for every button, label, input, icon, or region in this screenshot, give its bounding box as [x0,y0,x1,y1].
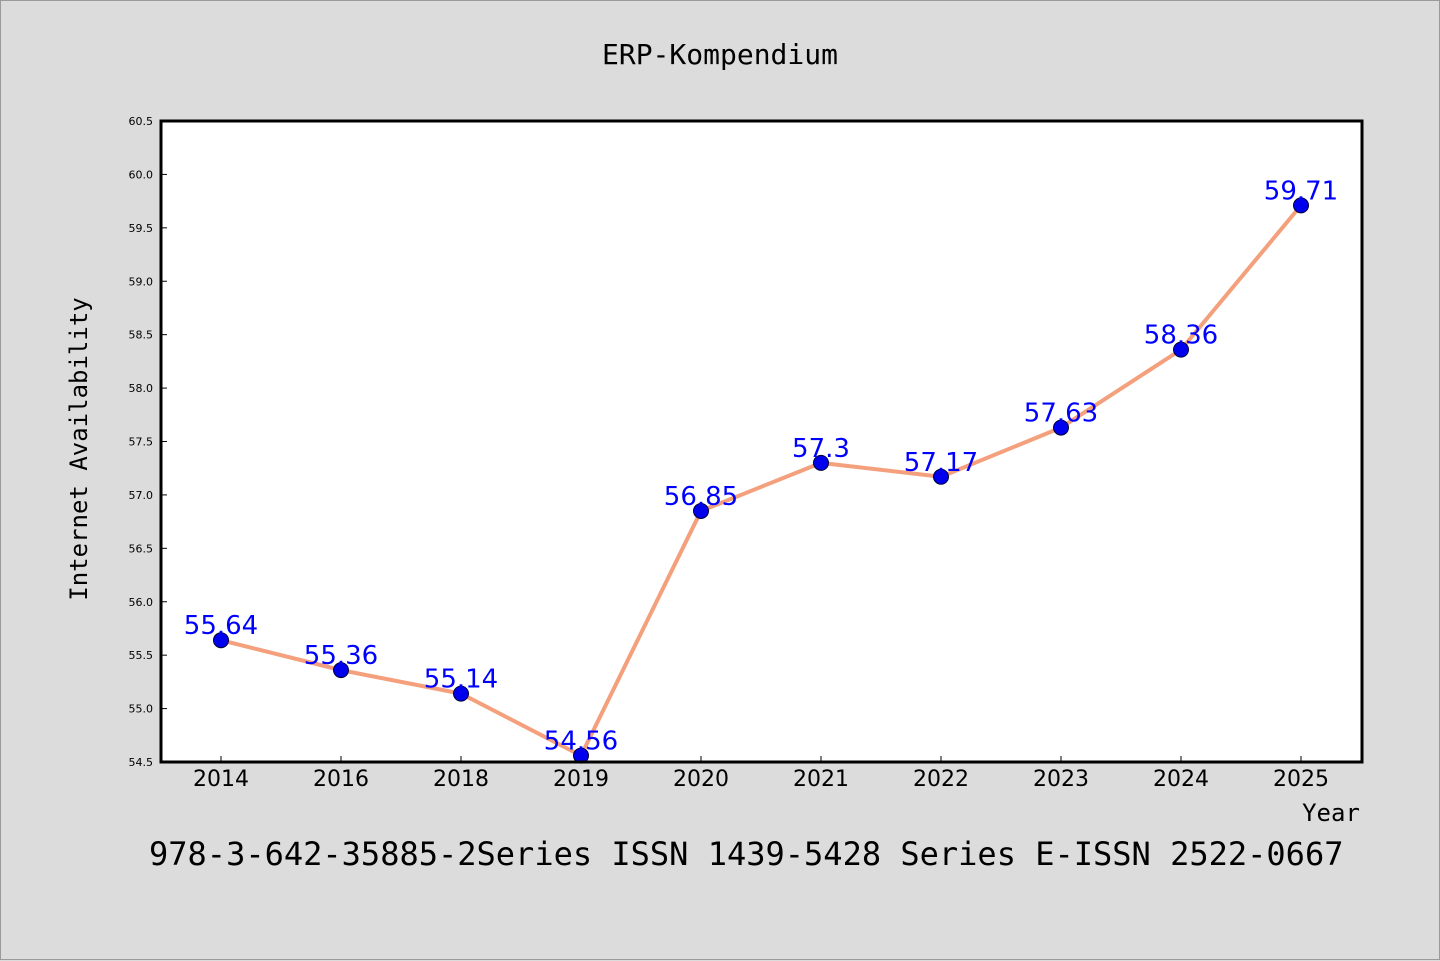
plot-area [161,121,1362,762]
y-tick-label: 59.0 [129,275,154,288]
x-tick-label: 2016 [313,767,369,792]
plot-frame [159,119,1364,764]
footer-isbn-text: 978-3-642-35885-2Series ISSN 1439-5428 S… [149,835,1343,873]
data-point [1053,419,1069,436]
data-point [453,685,469,702]
x-axis: 2014 2016 2018 2019 2020 2021 2022 2023 2024 2025 [193,756,1329,792]
y-tick-label: 58.5 [129,329,154,342]
y-tick-label: 58.0 [129,382,154,395]
y-tick-label: 57.5 [129,436,154,449]
x-tick-label: 2020 [673,767,729,792]
data-label: 57.3 [792,434,850,464]
y-tick-label: 57.0 [129,489,154,502]
x-tick-label: 2024 [1153,767,1209,792]
y-tick-label: 60.5 [129,115,154,128]
data-label: 58.36 [1144,321,1218,351]
data-label: 57.17 [904,448,978,478]
data-point [693,502,709,519]
x-tick-label: 2022 [913,767,969,792]
x-axis-label: Year [1302,799,1360,827]
chart-title: ERP-Kompendium [602,38,838,71]
series-markers [213,197,1309,764]
x-tick-label: 2023 [1033,767,1089,792]
x-tick-label: 2014 [193,767,249,792]
data-point [1293,197,1309,214]
y-tick-label: 56.5 [129,542,154,555]
data-point [1173,341,1189,358]
series-line [220,204,1303,758]
x-tick-label: 2021 [793,767,849,792]
data-label: 55.14 [424,665,498,695]
x-tick-label: 2025 [1273,767,1329,792]
y-tick-label: 59.5 [129,222,154,235]
y-tick-label: 60.0 [129,168,154,181]
y-tick-label: 55.5 [129,649,154,662]
series-polyline [220,204,1303,758]
x-tick-label: 2018 [433,767,489,792]
x-tick-label: 2019 [553,767,609,792]
y-tick-label: 55.0 [129,703,154,716]
data-labels: 55.64 55.36 55.14 54.56 56.85 57.3 57.17 57.63 5… [184,176,1338,756]
data-point [333,662,349,679]
data-label: 54.56 [544,727,618,757]
data-label: 59.71 [1264,176,1338,206]
data-label: 55.36 [304,641,378,671]
data-point [933,468,949,485]
data-label: 56.85 [664,482,738,512]
data-point [213,632,229,649]
y-tick-label: 56.0 [129,596,154,609]
y-tick-label: 54.5 [129,756,154,769]
data-label: 57.63 [1024,399,1098,429]
data-label: 55.64 [184,611,258,641]
data-point [813,454,829,471]
y-axis: 54.5 55.0 55.5 56.0 56.5 57.0 57.5 58.0 58.5 59.0… [129,115,167,769]
y-axis-label: Internet Availability [65,297,93,600]
